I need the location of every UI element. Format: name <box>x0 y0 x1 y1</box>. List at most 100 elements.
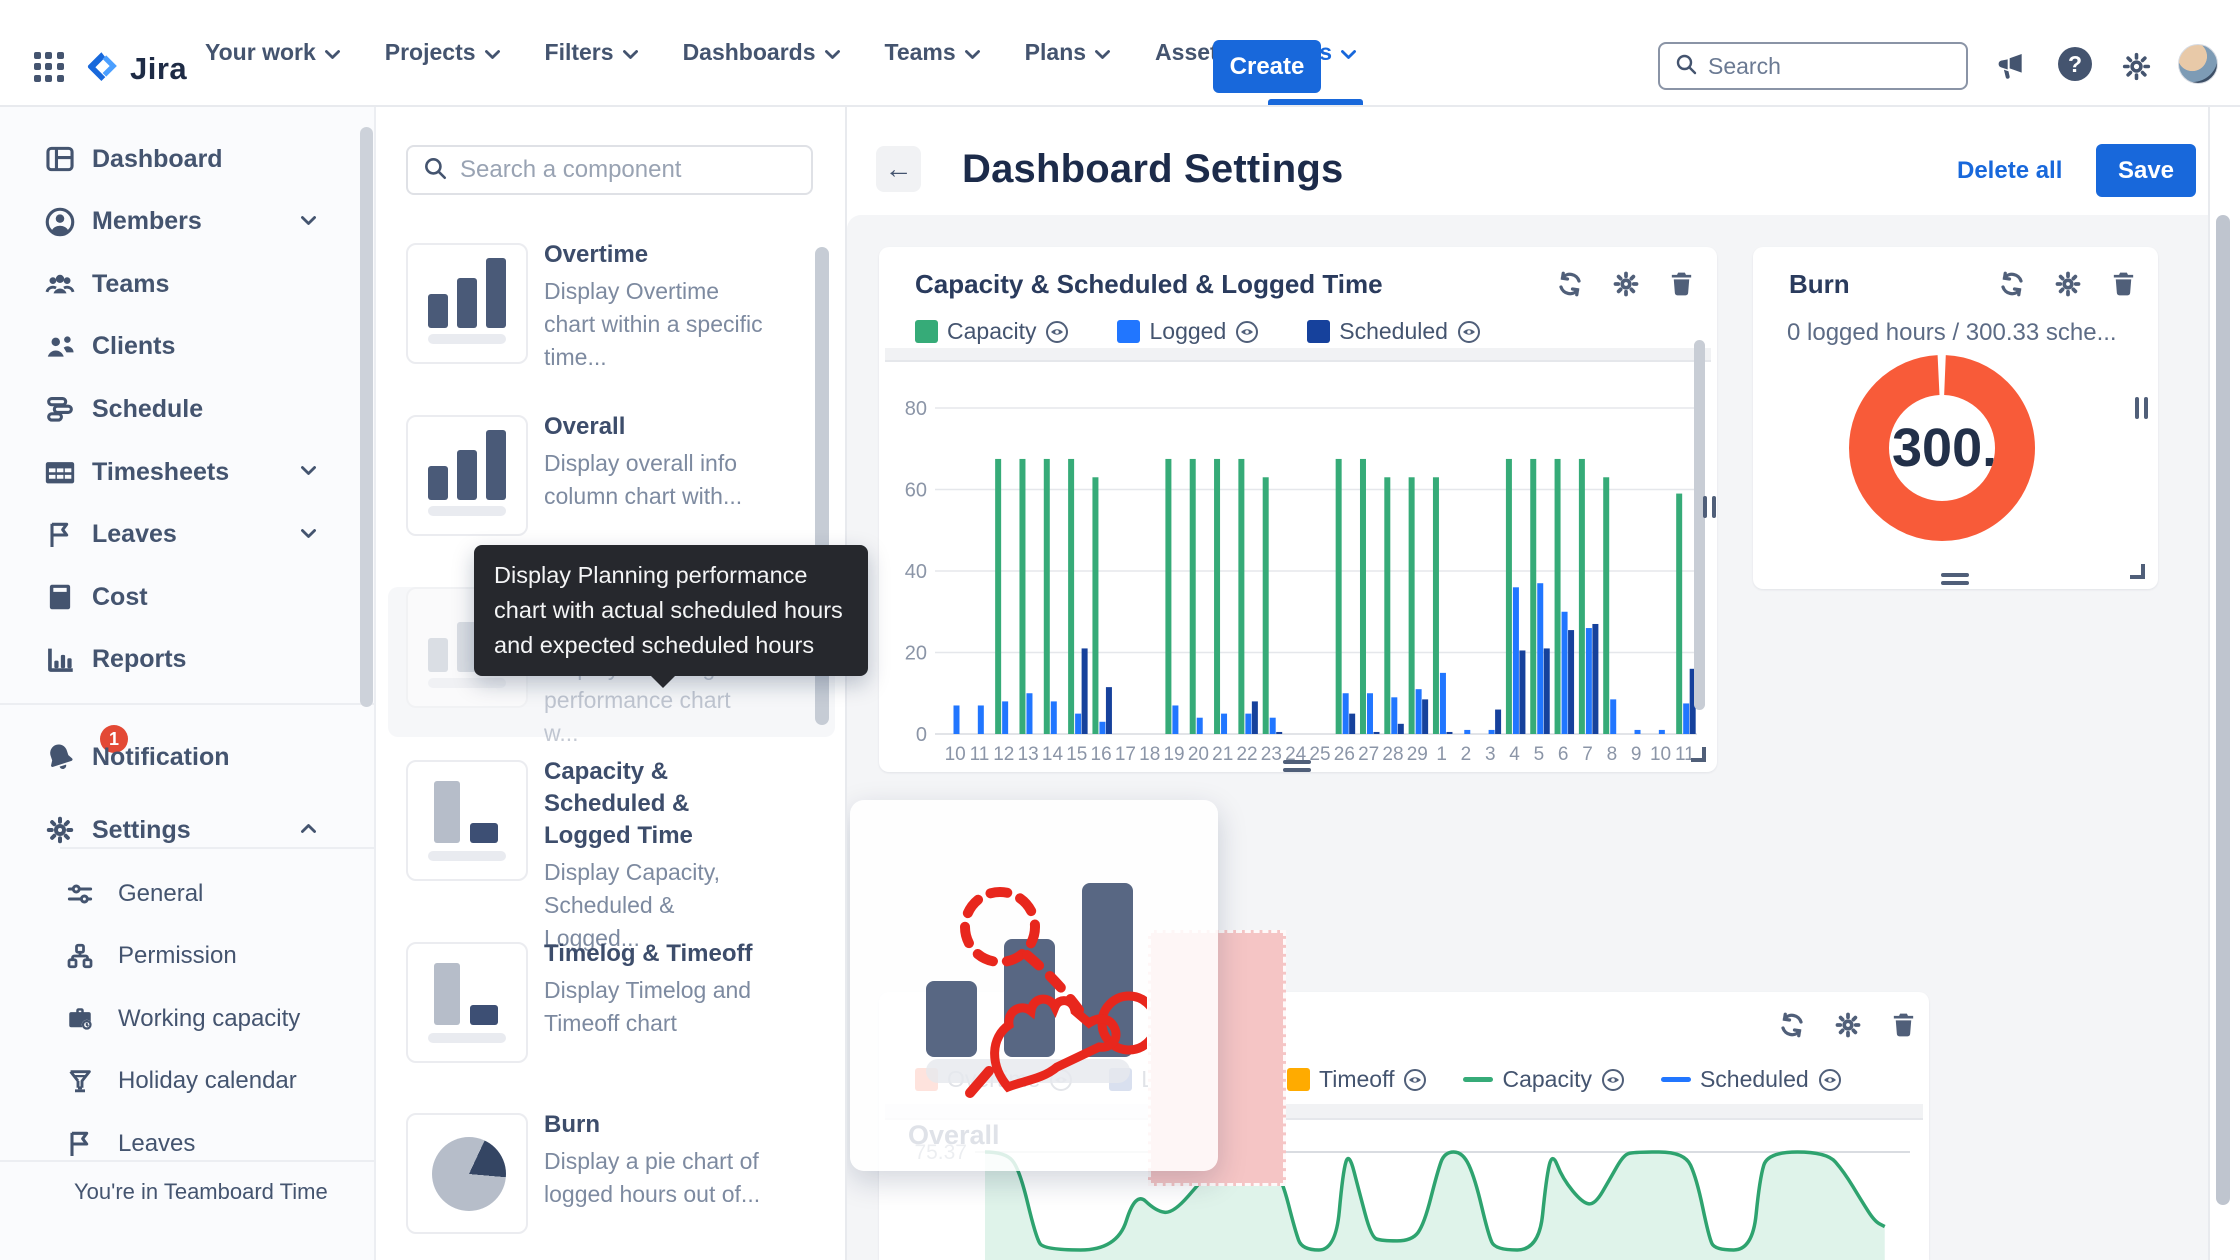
component-search-input[interactable] <box>460 156 790 184</box>
sidebar-item-cost[interactable]: Cost <box>0 571 376 623</box>
component-title: Overtime <box>544 239 766 271</box>
sidebar-item-leaves[interactable]: Leaves <box>0 509 376 561</box>
app-switcher-icon[interactable] <box>34 52 64 82</box>
permission-icon <box>64 940 96 972</box>
nav-item-plans[interactable]: Plans <box>1025 0 1111 105</box>
sidebar-item-clients[interactable]: Clients <box>0 321 376 373</box>
sidebar-item-reports[interactable]: Reports <box>0 634 376 686</box>
svg-text:5: 5 <box>1534 744 1545 765</box>
donut-center-value: 300.33 <box>1889 395 1995 501</box>
legend-label: Logged <box>1149 318 1226 345</box>
component-card-overtime[interactable]: OvertimeDisplay Overtime chart within a … <box>388 243 835 393</box>
trash-icon[interactable] <box>2109 269 2138 304</box>
teams-icon <box>42 266 78 302</box>
bar-chart-icon <box>926 883 1133 1057</box>
nav-item-teams[interactable]: Teams <box>885 0 981 105</box>
trash-icon[interactable] <box>1667 269 1696 304</box>
component-card-capacity-scheduled-logged-time[interactable]: Capacity & Scheduled & Logged TimeDispla… <box>388 760 835 910</box>
sidebar-item-schedule[interactable]: Schedule <box>0 383 376 435</box>
legend-item-scheduled: Scheduled <box>1661 1066 1842 1093</box>
burn-resize-handle[interactable] <box>2130 564 2145 579</box>
nav-item-filters[interactable]: Filters <box>545 0 639 105</box>
svg-text:2: 2 <box>1461 744 1472 765</box>
megaphone-icon[interactable] <box>1995 50 2027 87</box>
members-icon <box>42 204 78 240</box>
component-title: Capacity & Scheduled & Logged Time <box>544 756 766 852</box>
refresh-icon[interactable] <box>1997 269 2027 304</box>
refresh-icon[interactable] <box>1555 269 1585 304</box>
svg-text:4: 4 <box>1509 744 1520 765</box>
gear-icon[interactable] <box>1833 1010 1863 1045</box>
burn-bottom-drag-handle[interactable] <box>1941 573 1969 589</box>
chevron-down-icon <box>1094 39 1111 66</box>
sidebar-subitem-general[interactable]: General <box>0 868 376 920</box>
eye-icon[interactable] <box>1045 320 1069 344</box>
gear-icon[interactable] <box>2053 269 2083 304</box>
widget1-scrollbar[interactable] <box>1694 340 1705 710</box>
timesheets-icon <box>42 454 78 490</box>
gear-icon[interactable] <box>1611 269 1641 304</box>
sidebar-item-timesheets[interactable]: Timesheets <box>0 446 376 498</box>
widget-capacity-scheduled-logged[interactable]: Capacity & Scheduled & Logged Time Capac… <box>879 247 1717 772</box>
sidebar-scrollbar[interactable] <box>360 127 373 707</box>
component-description: Display a pie chart of logged hours out … <box>544 1145 766 1211</box>
jira-logo-icon <box>84 48 120 89</box>
burn-right-drag-handle[interactable] <box>2135 397 2148 419</box>
nav-search-input[interactable] <box>1708 53 1928 80</box>
settings-gear-icon[interactable] <box>2120 50 2153 88</box>
component-card-timelog-timeoff[interactable]: Timelog & TimeoffDisplay Timelog and Tim… <box>388 942 835 1092</box>
svg-text:20: 20 <box>1188 744 1209 765</box>
sidebar-item-teams[interactable]: Teams <box>0 258 376 310</box>
trash-icon[interactable] <box>1889 1010 1918 1045</box>
sidebar-item-members[interactable]: Members <box>0 196 376 248</box>
eye-icon[interactable] <box>1457 320 1481 344</box>
svg-text:28: 28 <box>1382 744 1403 765</box>
nav-item-projects[interactable]: Projects <box>385 0 501 105</box>
eye-icon[interactable] <box>1818 1068 1842 1092</box>
bar-chart: 0204060801011121314151617181920212223242… <box>885 390 1711 773</box>
flag-icon <box>42 517 78 553</box>
nav-item-dashboards[interactable]: Dashboards <box>683 0 841 105</box>
page-scrollbar-thumb[interactable] <box>2216 215 2230 1205</box>
widget1-bottom-drag-handle[interactable] <box>1283 760 1311 776</box>
component-panel: OvertimeDisplay Overtime chart within a … <box>376 107 847 1260</box>
nav-search-box[interactable] <box>1658 42 1968 90</box>
back-button[interactable]: ← <box>876 146 921 192</box>
component-card-overall[interactable]: OverallDisplay overall info column chart… <box>388 415 835 565</box>
save-button[interactable]: Save <box>2096 144 2196 197</box>
component-card-burn[interactable]: BurnDisplay a pie chart of logged hours … <box>388 1113 835 1260</box>
eye-icon[interactable] <box>1601 1068 1625 1092</box>
svg-text:10: 10 <box>1650 744 1671 765</box>
main-content: ← Dashboard Settings Delete all Save Cap… <box>847 107 2208 1260</box>
svg-text:10: 10 <box>945 744 966 765</box>
widget1-resize-handle[interactable] <box>1691 747 1706 762</box>
svg-text:40: 40 <box>905 561 927 583</box>
jira-logo[interactable]: Jira <box>84 48 187 89</box>
widget-burn[interactable]: Burn 0 logged hours / 300.33 sche... 300… <box>1753 247 2158 589</box>
user-avatar[interactable] <box>2178 44 2218 84</box>
refresh-icon[interactable] <box>1777 1010 1807 1045</box>
eye-icon[interactable] <box>1235 320 1259 344</box>
component-thumbnail <box>406 415 528 536</box>
svg-text:15: 15 <box>1066 744 1087 765</box>
dashboard-canvas: Capacity & Scheduled & Logged Time Capac… <box>847 215 2208 1260</box>
legend-label: Scheduled <box>1339 318 1448 345</box>
dragged-overall-card[interactable]: Overall <box>850 800 1218 1171</box>
eye-icon[interactable] <box>1403 1068 1427 1092</box>
sidebar-subitem-permission[interactable]: Permission <box>0 930 376 982</box>
sidebar-item-dashboard[interactable]: Dashboard <box>0 133 376 185</box>
legend-label: Timeoff <box>1319 1066 1394 1093</box>
svg-text:25: 25 <box>1309 744 1330 765</box>
widget1-right-drag-handle[interactable] <box>1703 496 1716 518</box>
sidebar-subitem-holiday-calendar[interactable]: Holiday calendar <box>0 1055 376 1107</box>
delete-all-link[interactable]: Delete all <box>1957 157 2062 185</box>
sidebar-item-notification[interactable]: 1Notification <box>0 731 376 783</box>
nav-item-your-work[interactable]: Your work <box>205 0 341 105</box>
component-thumbnail <box>406 760 528 881</box>
sidebar-subitem-working-capacity[interactable]: Working capacity <box>0 993 376 1045</box>
martini-icon <box>64 1065 96 1097</box>
chevron-down-icon <box>300 463 317 481</box>
component-search-box[interactable] <box>406 145 813 195</box>
create-button[interactable]: Create <box>1213 40 1321 93</box>
help-icon[interactable]: ? <box>2058 47 2092 81</box>
